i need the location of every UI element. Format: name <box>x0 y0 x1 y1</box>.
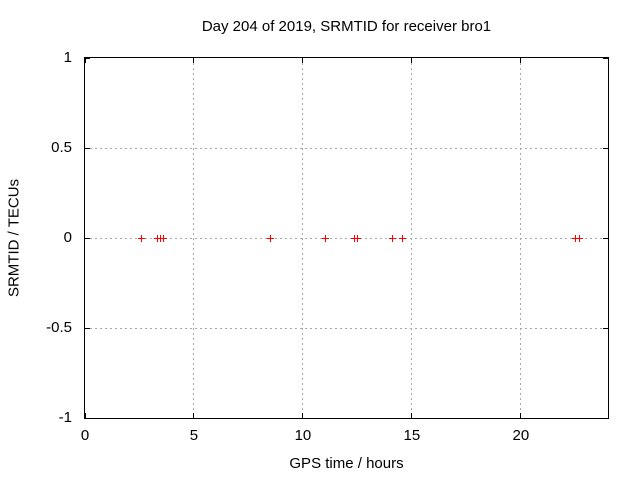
x-tick-mark <box>85 413 86 418</box>
y-tick-mark <box>85 418 90 419</box>
x-axis-label: GPS time / hours <box>289 455 404 472</box>
x-tick-label: 5 <box>189 427 199 444</box>
x-tick-label: 0 <box>80 427 90 444</box>
plot-area <box>84 57 609 419</box>
data-point-marker <box>160 235 167 242</box>
y-gridline <box>85 328 608 329</box>
x-tick-label: 15 <box>403 427 421 444</box>
x-tick-mark <box>520 413 521 418</box>
y-tick-mark <box>85 328 90 329</box>
data-point-marker <box>322 235 329 242</box>
data-point-marker <box>267 235 274 242</box>
x-tick-label: 20 <box>512 427 530 444</box>
x-tick-mark-top <box>85 58 86 63</box>
x-tick-mark <box>411 413 412 418</box>
y-tick-mark-right <box>603 328 608 329</box>
y-tick-mark-right <box>603 418 608 419</box>
y-tick-mark <box>85 148 90 149</box>
x-tick-mark-top <box>302 58 303 63</box>
y-tick-label: -0.5 <box>46 319 72 336</box>
data-point-marker <box>576 235 583 242</box>
y-gridline <box>85 238 608 239</box>
data-point-marker <box>572 235 579 242</box>
x-tick-mark-top <box>411 58 412 63</box>
y-tick-mark-right <box>603 148 608 149</box>
data-point-marker <box>354 235 361 242</box>
y-tick-mark-right <box>603 238 608 239</box>
data-point-marker <box>389 235 396 242</box>
x-tick-mark <box>193 413 194 418</box>
y-tick-mark <box>85 238 90 239</box>
y-tick-label: 1 <box>63 49 72 66</box>
x-tick-mark-top <box>193 58 194 63</box>
y-tick-mark-right <box>603 58 608 59</box>
y-tick-label: -1 <box>58 409 72 426</box>
x-tick-label: 10 <box>294 427 312 444</box>
x-tick-mark <box>302 413 303 418</box>
y-tick-mark <box>85 58 90 59</box>
y-tick-label: 0 <box>63 229 72 246</box>
data-point-marker <box>138 235 145 242</box>
y-tick-label: 0.5 <box>51 139 72 156</box>
data-point-marker <box>399 235 406 242</box>
x-tick-mark-top <box>520 58 521 63</box>
y-gridline <box>85 148 608 149</box>
chart-title: Day 204 of 2019, SRMTID for receiver bro… <box>201 18 492 35</box>
